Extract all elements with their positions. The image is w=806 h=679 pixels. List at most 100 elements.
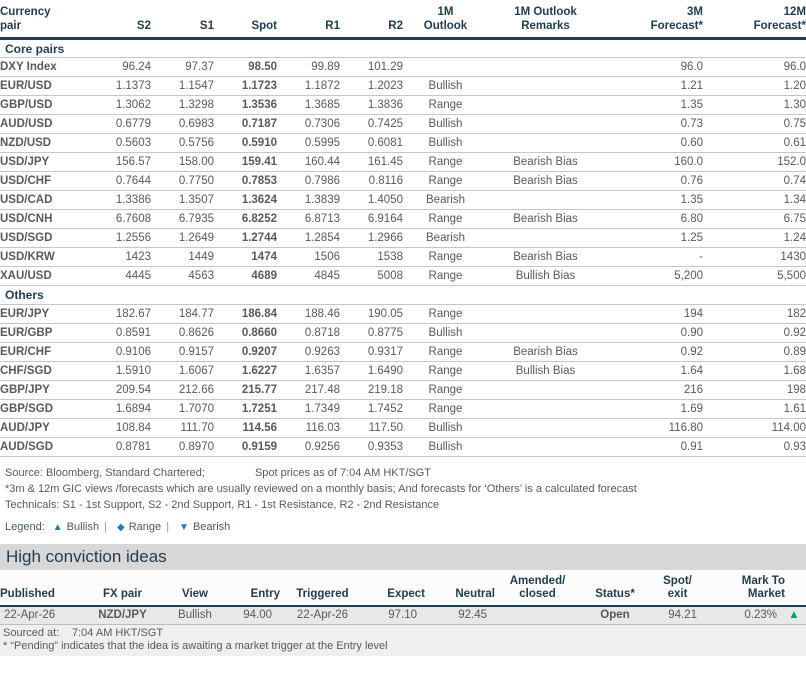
fx-cell-spot: 186.84 [214,304,277,324]
fx-cell-pair: EUR/GBP [0,323,88,343]
fx-row: USD/CNH 6.7608 6.7935 6.8252 6.8713 6.9164 Ran… [0,209,806,229]
fx-cell-pair: XAU/USD [0,266,88,286]
fx-cell-s1: 1.6067 [151,361,214,381]
fx-cell-s1: 0.7750 [151,171,214,191]
fx-cell-s2: 156.57 [88,152,151,172]
fx-cell-spot: 1.3624 [214,190,277,210]
fx-cell-spot: 159.41 [214,152,277,172]
fx-cell-pair: USD/CNH [0,209,88,229]
fx-cell-s1: 0.5756 [151,133,214,153]
high-conviction-table: Published FX pair View Entry Triggered E… [0,572,806,625]
fx-cell-f12m: 1.24 [703,228,806,248]
fx-cell-spot: 0.9159 [214,437,277,457]
fx-cell-r1: 99.89 [277,57,340,77]
fx-cell-r1: 0.8718 [277,323,340,343]
fx-cell-spot: 0.8660 [214,323,277,343]
hc-cell-view: Bullish [165,606,225,625]
fx-row: CHF/SGD 1.5910 1.6067 1.6227 1.6357 1.6490 Ran… [0,361,806,381]
fx-cell-s1: 4563 [151,266,214,286]
hc-cell-status: Open [580,606,650,625]
header-published: Published [0,572,80,607]
fx-cell-f12m: 152.0 [703,152,806,172]
fx-cell-r2: 0.8116 [340,171,403,191]
fx-cell-f3m: - [603,247,703,267]
fx-cell-remarks [488,76,603,96]
fx-cell-r1: 1.2854 [277,228,340,248]
fx-cell-r1: 0.5995 [277,133,340,153]
header-triggered: Triggered [280,572,365,607]
fx-cell-remarks [488,323,603,343]
fx-cell-s1: 1449 [151,247,214,267]
fx-cell-r2: 1.6490 [340,361,403,381]
section-header-row: Others [0,285,806,305]
header-status: Status* [580,572,650,607]
fx-cell-r1: 1.6357 [277,361,340,381]
header-s2: S2 [88,0,151,40]
fx-cell-remarks [488,399,603,419]
up-triangle-icon: ▲ [52,522,63,533]
fx-cell-outlook: Bullish [403,76,488,96]
fx-cell-pair: USD/SGD [0,228,88,248]
fx-cell-pair: GBP/USD [0,95,88,115]
fx-cell-s2: 0.7644 [88,171,151,191]
header-neutral: Neutral [425,572,495,607]
fx-cell-f12m: 1.68 [703,361,806,381]
fx-cell-f3m: 6.80 [603,209,703,229]
fx-cell-outlook: Bearish [403,228,488,248]
fx-cell-s1: 158.00 [151,152,214,172]
fx-cell-remarks [488,95,603,115]
fx-cell-f3m: 216 [603,380,703,400]
fx-cell-remarks [488,114,603,134]
down-triangle-icon: ▼ [179,522,189,533]
sourced-at-line: Sourced at: 7:04 AM HKT/SGT [0,627,806,640]
fx-row: USD/SGD 1.2556 1.2649 1.2744 1.2854 1.2966 Bea… [0,228,806,248]
hc-cell-fx-pair: NZD/JPY [80,606,165,625]
fx-cell-s1: 1.7070 [151,399,214,419]
fx-cell-r2: 190.05 [340,304,403,324]
fx-cell-s1: 0.6983 [151,114,214,134]
hc-footer: Sourced at: 7:04 AM HKT/SGT * “Pending” i… [0,624,806,656]
fx-cell-r2: 0.6081 [340,133,403,153]
fx-cell-r2: 0.9317 [340,342,403,362]
fx-cell-s2: 0.9106 [88,342,151,362]
header-r2: R2 [340,0,403,40]
fx-cell-f12m: 1.20 [703,76,806,96]
fx-cell-r1: 0.7986 [277,171,340,191]
fx-cell-f3m: 1.21 [603,76,703,96]
fx-row: EUR/CHF 0.9106 0.9157 0.9207 0.9263 0.9317 Ran… [0,342,806,362]
fx-cell-f3m: 160.0 [603,152,703,172]
fx-cell-outlook: Bullish [403,114,488,134]
fx-cell-pair: USD/CAD [0,190,88,210]
hc-table-body: 22-Apr-26 NZD/JPY Bullish 94.00 22-Apr-26 97.… [0,606,806,625]
fx-cell-f3m: 0.90 [603,323,703,343]
header-1m-outlook: 1M Outlook [403,0,488,40]
header-12m-forecast: 12M Forecast* [703,0,806,40]
fx-cell-s1: 0.8970 [151,437,214,457]
fx-cell-s2: 1.3386 [88,190,151,210]
fx-cell-r2: 0.8775 [340,323,403,343]
fx-cell-s1: 1.3507 [151,190,214,210]
legend: Legend: ▲ Bullish | ◆ Range | ▼ Bearish [5,519,806,536]
fx-row: USD/CAD 1.3386 1.3507 1.3624 1.3839 1.4050 Bea… [0,190,806,210]
fx-cell-pair: EUR/USD [0,76,88,96]
header-entry: Entry [225,572,280,607]
fx-cell-spot: 1.6227 [214,361,277,381]
fx-cell-pair: DXY Index [0,57,88,77]
fx-cell-r1: 188.46 [277,304,340,324]
fx-cell-s1: 1.1547 [151,76,214,96]
fx-cell-spot: 1474 [214,247,277,267]
legend-item-label: Range [128,521,165,533]
fx-cell-remarks [488,133,603,153]
fx-cell-r1: 4845 [277,266,340,286]
fx-cell-r1: 6.8713 [277,209,340,229]
high-conviction-title-band: High conviction ideas [0,544,806,570]
diamond-icon: ◆ [117,522,125,533]
fx-cell-spot: 4689 [214,266,277,286]
fx-cell-r1: 160.44 [277,152,340,172]
fx-table-header-row: Currency pair S2 S1 Spot R1 R2 1M Outloo… [0,0,806,40]
fx-cell-s2: 0.8591 [88,323,151,343]
footnotes: Source: Bloomberg, Standard Chartered; Sp… [0,465,806,536]
fx-cell-f12m: 1430 [703,247,806,267]
fx-cell-s1: 97.37 [151,57,214,77]
fx-cell-outlook: Range [403,399,488,419]
